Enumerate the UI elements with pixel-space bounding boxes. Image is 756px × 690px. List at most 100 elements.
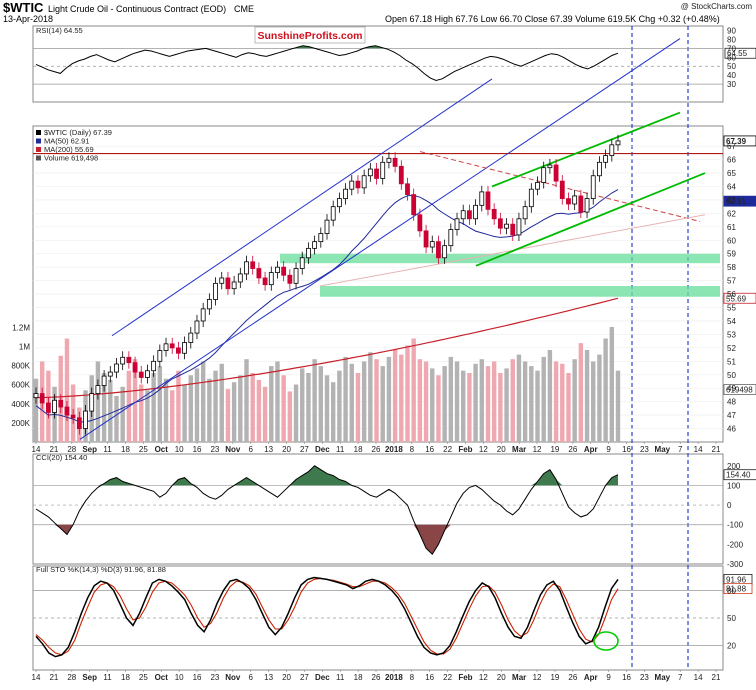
price-xlabel: 14	[32, 445, 41, 454]
candle-body	[467, 210, 472, 220]
candle-body	[231, 281, 237, 290]
legend-entry: MA(50) 62.91	[44, 137, 89, 146]
volume-bar	[250, 373, 255, 442]
price-xlabel: Nov	[225, 445, 241, 454]
volume-bar	[448, 356, 454, 442]
candle-body	[330, 206, 336, 221]
sto-xlabel: 12	[479, 673, 488, 682]
candle-body	[497, 218, 503, 229]
price-series: 67.39 62.91 55.69 619498	[33, 38, 756, 442]
volume-bar	[467, 373, 472, 442]
price-xlabel: Oct	[155, 445, 169, 454]
candle-body	[76, 417, 82, 429]
price-xlabel: 12	[533, 445, 542, 454]
volume-bar	[244, 359, 249, 442]
candle-body	[510, 223, 516, 236]
candle-body	[324, 219, 330, 234]
price-tick-49: 49	[727, 384, 736, 393]
candle-body	[423, 230, 429, 248]
volume-bar	[541, 356, 546, 442]
candle-body	[547, 164, 553, 169]
cci-label: CCI(20) 154.40	[36, 453, 87, 462]
legend-entry: MA(200) 55.69	[44, 145, 94, 154]
candle-body	[163, 343, 169, 351]
sto-tick-80: 80	[727, 586, 736, 595]
ma200-line	[35, 297, 619, 399]
wedge-lower-line	[475, 172, 706, 267]
price-tick-50: 50	[727, 371, 736, 380]
candle-body	[411, 194, 417, 216]
price-xlabel: Apr	[584, 445, 598, 454]
candle-body	[64, 406, 70, 416]
price-xlabel: 20	[497, 445, 506, 454]
cci-tick--200: -200	[727, 540, 744, 549]
date-label: 13-Apr-2018	[3, 14, 53, 24]
volume-bar	[374, 359, 379, 442]
candle-body	[219, 277, 225, 284]
volume-bar	[238, 375, 243, 442]
volume-tick-0: 1.2M	[12, 323, 30, 332]
rsi-tick-40: 40	[727, 71, 736, 80]
candle-body	[225, 277, 231, 290]
candle-body	[176, 347, 181, 354]
volume-label: 619498	[726, 386, 753, 395]
volume-bar	[170, 390, 175, 442]
candle-body	[312, 241, 318, 249]
candle-body	[578, 195, 584, 213]
candle-body	[367, 168, 373, 177]
price-xlabel: 9	[606, 445, 611, 454]
sto-xlabel: 13	[264, 673, 273, 682]
cci-series: 154.40	[33, 465, 756, 555]
sto-line-k	[35, 576, 619, 658]
cci-tick-0: 0	[727, 501, 732, 510]
candle-body	[281, 266, 287, 276]
price-tick-52: 52	[727, 344, 736, 353]
legend-entry: Volume 619,498	[44, 154, 98, 163]
price-tick-62: 62	[727, 209, 736, 218]
volume-bar	[547, 350, 553, 442]
volume-bar	[461, 370, 466, 442]
candle-body	[275, 266, 280, 273]
price-xlabel: 22	[443, 445, 452, 454]
sto-xlabel: 7	[678, 673, 683, 682]
volume-bar	[287, 391, 293, 442]
candle-body	[151, 360, 157, 372]
sto-xlabel: 23	[640, 673, 649, 682]
rsi-series: 64.55	[33, 45, 756, 85]
cci-tick--100: -100	[727, 521, 744, 530]
volume-bar	[584, 350, 590, 442]
cci-tick-200: 200	[727, 462, 741, 471]
rsi-tick-60: 60	[727, 53, 736, 62]
ma50-label-box	[723, 195, 756, 207]
rsi-tick-50: 50	[727, 62, 736, 71]
volume-bar	[529, 366, 534, 442]
legend-swatch	[36, 147, 41, 152]
cci-positive-fill	[36, 465, 618, 486]
price-xlabel: 8	[410, 445, 415, 454]
price-xlabel: 6	[249, 445, 254, 454]
candle-body	[206, 299, 212, 310]
sto-xlabel: 28	[67, 673, 76, 682]
candle-body	[293, 268, 299, 284]
price-xlabel: Mar	[512, 445, 526, 454]
sto-xlabel: Oct	[155, 673, 169, 682]
candle-body	[318, 233, 324, 243]
candle-body	[448, 229, 454, 247]
cci-panel	[32, 453, 724, 565]
candle-body	[429, 241, 435, 248]
sto-tick-50: 50	[727, 614, 736, 623]
volume-bar	[176, 370, 181, 442]
sto-xlabel: 6	[249, 673, 254, 682]
volume-tick-2: 800K	[11, 362, 30, 371]
candle-body	[460, 210, 466, 220]
close-label: 67.39	[726, 137, 747, 146]
volume-bar	[603, 338, 608, 442]
cci-tick--300: -300	[727, 560, 744, 569]
volume-bar	[535, 370, 540, 442]
price-xlabel: 11	[336, 445, 345, 454]
volume-bar	[269, 366, 274, 442]
price-xlabel: 18	[121, 445, 130, 454]
sto-xlabel: Dec	[315, 673, 330, 682]
